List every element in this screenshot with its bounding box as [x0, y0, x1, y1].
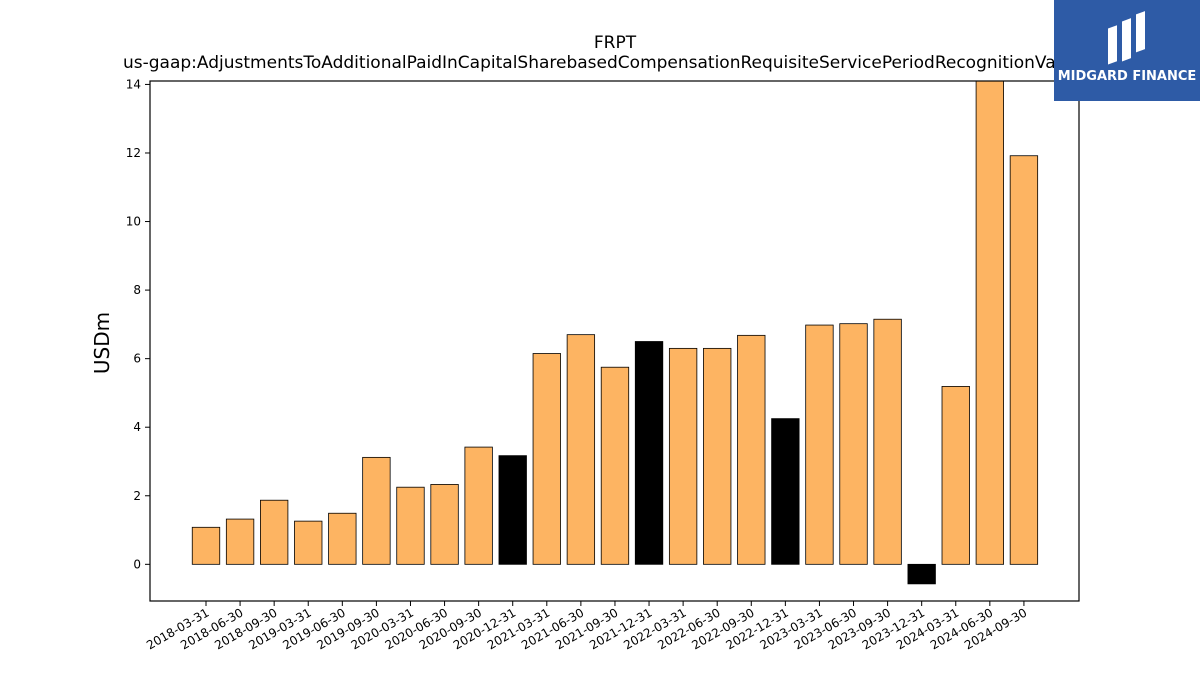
bar-2019-03-31 — [294, 520, 323, 565]
y-tick-label: 8 — [133, 283, 141, 297]
bar-2024-09-30 — [1009, 155, 1039, 565]
bar-2022-12-31 — [771, 418, 800, 565]
bar-2024-03-31 — [941, 386, 970, 565]
bar-2018-06-30 — [225, 518, 255, 565]
plot-frame — [149, 80, 1080, 602]
bar-2022-03-31 — [668, 347, 698, 565]
y-axis-label: USDm — [90, 312, 114, 374]
y-tick-label: 6 — [133, 352, 141, 366]
bar-2020-12-31 — [498, 455, 527, 565]
bar-2023-03-31 — [805, 324, 834, 565]
bar-2024-06-30 — [975, 80, 1004, 565]
bar-2022-06-30 — [703, 347, 732, 565]
bar-2018-03-31 — [191, 526, 221, 565]
bar-2021-09-30 — [600, 366, 630, 565]
logo-badge: MIDGARD FINANCE — [1054, 0, 1200, 101]
bar-2023-12-31 — [907, 563, 936, 585]
y-tick-label: 14 — [126, 77, 141, 91]
y-tick-label: 12 — [126, 146, 141, 160]
bar-2020-03-31 — [396, 486, 425, 565]
y-tick-label: 2 — [133, 489, 141, 503]
bar-2023-06-30 — [839, 323, 868, 565]
bar-2022-09-30 — [737, 334, 766, 565]
bar-2021-06-30 — [566, 334, 596, 565]
chart-subtitle: us-gaap:AdjustmentsToAdditionalPaidInCap… — [123, 53, 1082, 73]
bar-2020-06-30 — [430, 484, 459, 565]
bar-2019-09-30 — [362, 456, 391, 565]
bar-2018-09-30 — [260, 499, 289, 565]
bar-2021-03-31 — [532, 353, 561, 565]
y-tick-label: 0 — [133, 557, 141, 571]
bar-2020-09-30 — [464, 446, 493, 565]
chart-title: FRPT — [594, 33, 637, 53]
midgard-logo-icon — [1108, 11, 1145, 65]
bar-2019-06-30 — [328, 512, 357, 565]
y-tick-label: 10 — [126, 215, 141, 229]
bar-2023-09-30 — [873, 318, 902, 565]
logo-text: MIDGARD FINANCE — [1057, 69, 1197, 84]
y-tick-label: 4 — [133, 420, 141, 434]
bar-2021-12-31 — [634, 341, 664, 565]
